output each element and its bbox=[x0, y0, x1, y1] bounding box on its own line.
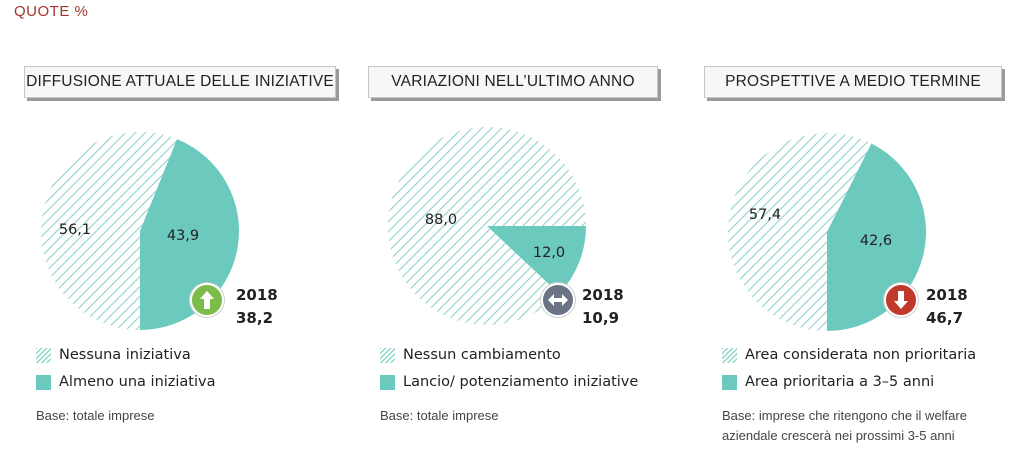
comparison-value: 46,7 bbox=[926, 309, 964, 327]
legend-item-hatched: Nessuna iniziativa bbox=[36, 347, 191, 363]
legend-item-hatched: Area considerata non prioritaria bbox=[722, 347, 976, 363]
trend-badge bbox=[190, 283, 224, 317]
comparison-2018: 2018 38,2 bbox=[236, 284, 278, 330]
legend-swatch-solid bbox=[36, 374, 51, 390]
legend-item-hatched: Nessun cambiamento bbox=[380, 347, 561, 363]
base-note-line: Base: totale imprese bbox=[380, 408, 499, 423]
panel-title: DIFFUSIONE ATTUALE DELLE INIZIATIVE bbox=[24, 66, 336, 98]
pie-chart: 56,1 43,9 bbox=[41, 132, 240, 330]
panel-title: PROSPETTIVE A MEDIO TERMINE bbox=[704, 66, 1002, 98]
data-label-solid: 12,0 bbox=[533, 245, 565, 261]
page-title: QUOTE % bbox=[14, 3, 89, 20]
comparison-year: 2018 bbox=[926, 286, 968, 304]
data-label-solid: 42,6 bbox=[860, 233, 892, 249]
base-note-line: aziendale crescerà nei prossimi 3-5 anni bbox=[722, 428, 955, 443]
data-label-hatched: 88,0 bbox=[425, 212, 457, 228]
base-note: Base: totale imprese bbox=[380, 406, 499, 426]
comparison-value: 10,9 bbox=[582, 309, 620, 327]
panel-title: VARIAZIONI NELL’ULTIMO ANNO bbox=[368, 66, 658, 98]
legend-label: Nessuna iniziativa bbox=[59, 347, 191, 363]
pie-chart: 88,0 12,0 bbox=[388, 126, 586, 325]
arrow-up-icon bbox=[200, 291, 214, 309]
legend-swatch-hatched bbox=[380, 347, 395, 363]
pie-chart: 57,4 42,6 bbox=[728, 132, 926, 331]
pie-slice-hatched bbox=[728, 132, 872, 331]
comparison-year: 2018 bbox=[236, 286, 278, 304]
base-note-line: Base: totale imprese bbox=[36, 408, 155, 423]
legend-label: Area considerata non prioritaria bbox=[745, 347, 977, 363]
legend-label: Area prioritaria a 3–5 anni bbox=[745, 374, 935, 390]
legend-swatch-hatched bbox=[36, 347, 51, 363]
trend-badge bbox=[541, 283, 575, 317]
legend-label: Almeno una iniziativa bbox=[59, 374, 216, 390]
comparison-2018: 2018 46,7 bbox=[926, 284, 968, 330]
base-note-line: Base: imprese che ritengono che il welfa… bbox=[722, 408, 967, 423]
data-label-solid: 43,9 bbox=[167, 228, 199, 244]
panel-variazioni: VARIAZIONI NELL’ULTIMO ANNO 88,0 12,0 201… bbox=[342, 0, 682, 475]
comparison-value: 38,2 bbox=[236, 309, 274, 327]
legend-item-solid: Area prioritaria a 3–5 anni bbox=[722, 374, 934, 390]
data-label-hatched: 56,1 bbox=[59, 222, 91, 238]
legend-swatch-solid bbox=[722, 374, 737, 390]
legend-label: Lancio/ potenziamento iniziative bbox=[403, 374, 639, 390]
data-label-hatched: 57,4 bbox=[749, 207, 781, 223]
legend-item-solid: Almeno una iniziativa bbox=[36, 374, 216, 390]
comparison-year: 2018 bbox=[582, 286, 624, 304]
pie-slice-hatched bbox=[41, 132, 178, 330]
arrow-down-icon bbox=[894, 291, 908, 309]
legend-item-solid: Lancio/ potenziamento iniziative bbox=[380, 374, 638, 390]
legend-label: Nessun cambiamento bbox=[403, 347, 561, 363]
base-note: Base: imprese che ritengono che il welfa… bbox=[722, 406, 967, 446]
panel-diffusione: DIFFUSIONE ATTUALE DELLE INIZIATIVE 56,1… bbox=[0, 0, 340, 475]
trend-badge bbox=[884, 283, 918, 317]
base-note: Base: totale imprese bbox=[36, 406, 155, 426]
panel-prospettive: PROSPETTIVE A MEDIO TERMINE 57,4 42,6 201… bbox=[682, 0, 1022, 475]
legend-swatch-solid bbox=[380, 374, 395, 390]
pie-slice-solid bbox=[140, 139, 240, 330]
legend-swatch-hatched bbox=[722, 347, 737, 363]
comparison-2018: 2018 10,9 bbox=[582, 284, 624, 330]
pie-slice-solid bbox=[487, 226, 586, 294]
arrow-left-right-icon bbox=[548, 294, 568, 306]
